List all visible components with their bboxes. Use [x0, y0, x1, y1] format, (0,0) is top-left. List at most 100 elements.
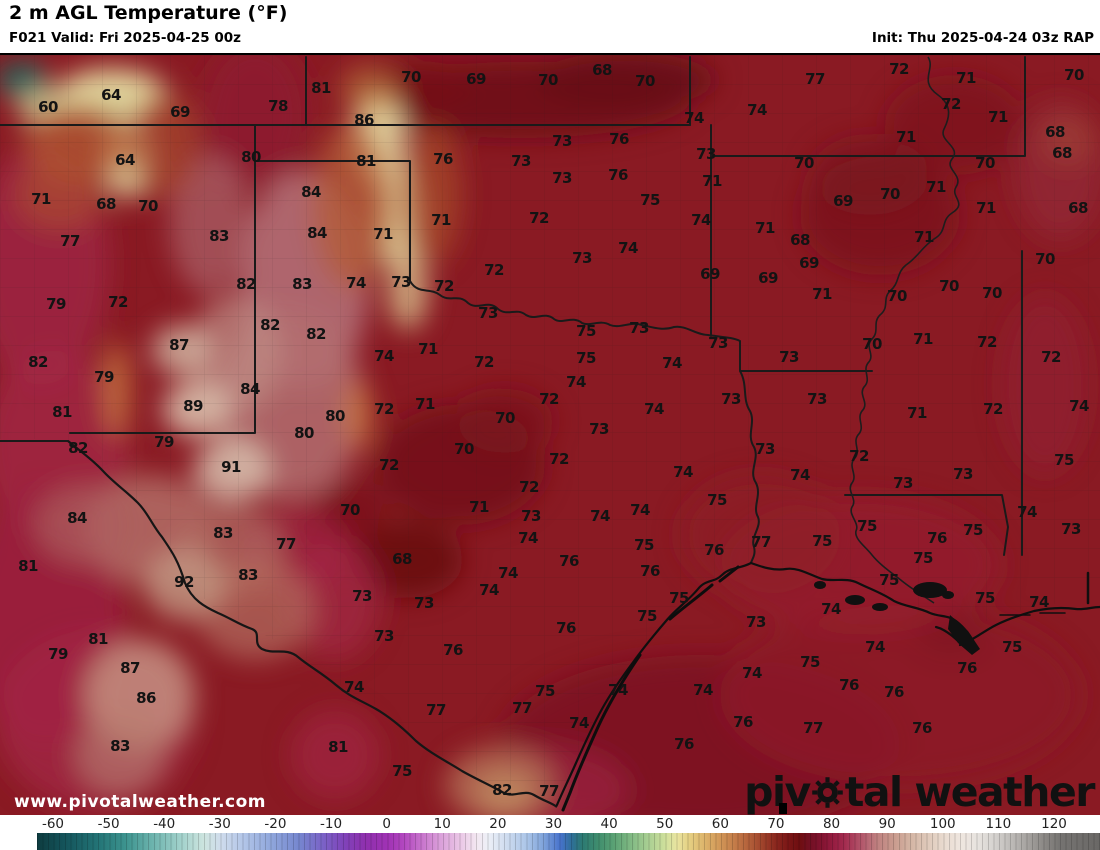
temp-label: 87: [120, 659, 140, 677]
colorbar-minor-ticks: [37, 833, 1100, 850]
temp-label: 73: [552, 132, 572, 150]
map-canvas[interactable]: 60 64 69 78 81 86 70 69 70 68 70 74 77 72 71 70 74 72 71 68…: [0, 55, 1100, 815]
temp-label: 84: [301, 183, 321, 201]
temp-label: 68: [96, 195, 116, 213]
temp-label: 73: [629, 319, 649, 337]
temp-label: 72: [849, 447, 869, 465]
temp-label: 81: [88, 630, 108, 648]
temp-label: 70: [880, 185, 900, 203]
temp-label: 72: [983, 400, 1003, 418]
temp-label: 73: [478, 304, 498, 322]
logo-text-pre: piv: [744, 768, 811, 815]
model-init-time: Init: Thu 2025-04-24 03z RAP: [871, 30, 1094, 46]
temp-label: 74: [518, 529, 538, 547]
temp-label: 81: [311, 79, 331, 97]
temp-label: 82: [68, 439, 88, 457]
temp-label: 84: [307, 224, 327, 242]
temp-label: 73: [521, 507, 541, 525]
temp-label: 83: [213, 524, 233, 542]
temp-label: 77: [803, 719, 823, 737]
temp-label: 74: [374, 347, 394, 365]
temp-label: 70: [1035, 250, 1055, 268]
sabine-river-border: [739, 370, 760, 564]
temp-label: 72: [434, 277, 454, 295]
temp-label: 72: [539, 390, 559, 408]
temp-label: 73: [414, 594, 434, 612]
colorbar-tick-label: -10: [320, 816, 343, 832]
temp-label: 76: [556, 619, 576, 637]
temp-label: 75: [707, 491, 727, 509]
temp-label: 83: [292, 275, 312, 293]
temp-label: 72: [108, 293, 128, 311]
colorbar-tick-label: 50: [656, 816, 674, 832]
temp-label: 74: [644, 400, 664, 418]
temp-label: 72: [474, 353, 494, 371]
temp-label: 72: [941, 95, 961, 113]
temp-label: 72: [529, 209, 549, 227]
temp-label: 73: [374, 627, 394, 645]
temp-label: 69: [833, 192, 853, 210]
temp-label: 76: [443, 641, 463, 659]
temp-label: 86: [136, 689, 156, 707]
colorbar-tick-label: 100: [929, 816, 956, 832]
temp-label: 74: [693, 681, 713, 699]
temp-label: 70: [340, 501, 360, 519]
temp-label: 79: [46, 295, 66, 313]
map-header: 2 m AGL Temperature (°F) F021 Valid: Fri…: [0, 0, 1100, 55]
colorbar-tick-label: -50: [97, 816, 120, 832]
temp-label: 76: [957, 659, 977, 677]
temp-label: 76: [608, 166, 628, 184]
temp-label: 70: [862, 335, 882, 353]
temp-label: 71: [914, 228, 934, 246]
temp-label: 73: [391, 273, 411, 291]
temp-label: 69: [799, 254, 819, 272]
temp-label: 73: [807, 390, 827, 408]
temp-label: 74: [630, 501, 650, 519]
temp-label: 74: [479, 581, 499, 599]
temp-label: 79: [48, 645, 68, 663]
temp-label: 71: [469, 498, 489, 516]
temp-label: 75: [669, 589, 689, 607]
temp-label: 71: [702, 172, 722, 190]
temp-label: 76: [912, 719, 932, 737]
temp-label: 74: [1069, 397, 1089, 415]
temp-label: 73: [696, 145, 716, 163]
temp-label: 80: [294, 424, 314, 442]
temp-label: 69: [170, 103, 190, 121]
temp-label: 73: [746, 613, 766, 631]
temp-label: 74: [662, 354, 682, 372]
temp-label: 73: [511, 152, 531, 170]
temp-label: 75: [576, 322, 596, 340]
temp-label: 72: [519, 478, 539, 496]
temp-label: 76: [674, 735, 694, 753]
temp-label: 71: [755, 219, 775, 237]
temp-label: 74: [346, 274, 366, 292]
temp-label: 81: [52, 403, 72, 421]
watermark: www.pivotalweather.com: [14, 792, 267, 812]
temp-label: 76: [884, 683, 904, 701]
temp-label: 75: [800, 653, 820, 671]
temp-label: 74: [590, 507, 610, 525]
temp-label: 83: [110, 737, 130, 755]
temp-label: 79: [154, 433, 174, 451]
temp-label: 69: [466, 70, 486, 88]
temp-label: 75: [913, 549, 933, 567]
temp-label: 76: [559, 552, 579, 570]
temp-label: 76: [927, 529, 947, 547]
temp-label: 75: [535, 682, 555, 700]
temp-label: 75: [1054, 451, 1074, 469]
scale-marker: [779, 803, 787, 814]
temp-label: 72: [484, 261, 504, 279]
temp-label: 75: [879, 571, 899, 589]
temp-label: 74: [673, 463, 693, 481]
temp-label: 74: [684, 109, 704, 127]
temp-label: 72: [977, 333, 997, 351]
temp-label: 92: [174, 573, 194, 591]
lake-pontchartrain: [814, 581, 954, 611]
temp-label: 72: [889, 60, 909, 78]
temp-label: 69: [758, 269, 778, 287]
temp-label: 71: [896, 128, 916, 146]
colorbar-tick-label: 90: [878, 816, 896, 832]
temp-label: 74: [498, 564, 518, 582]
temp-label: 71: [913, 330, 933, 348]
